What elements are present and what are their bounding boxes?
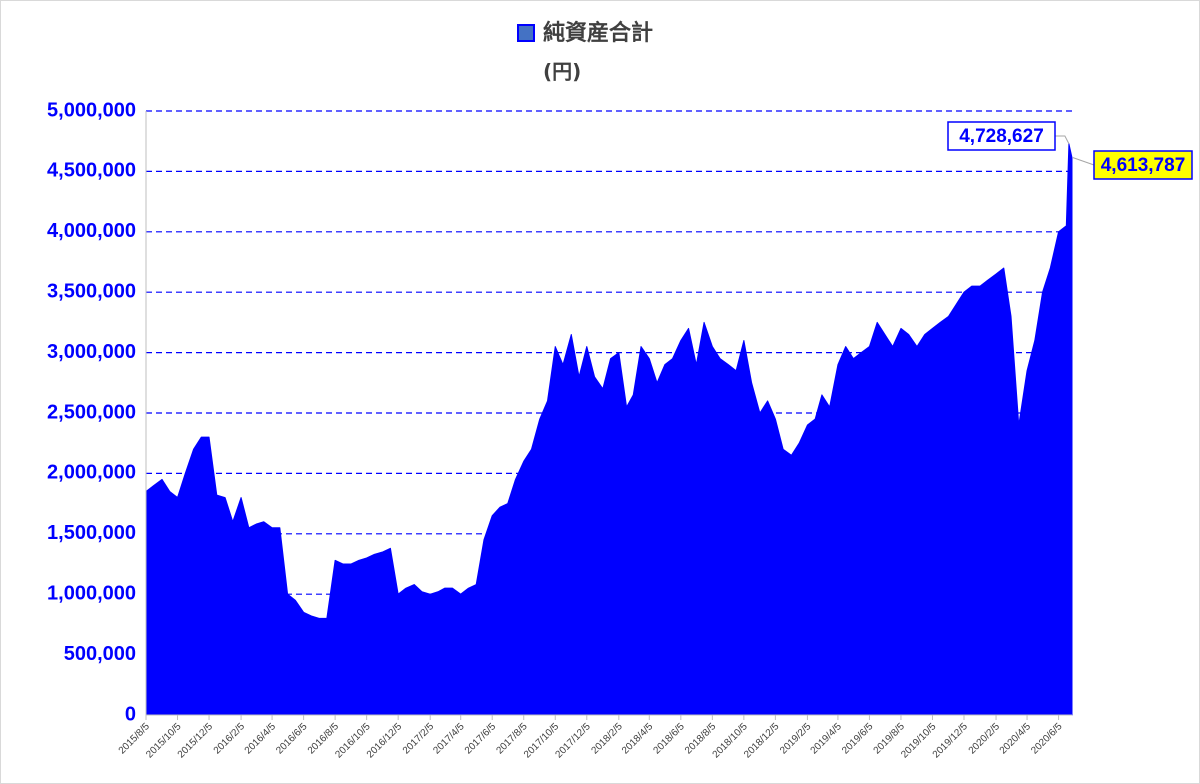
leader-line (1055, 135, 1070, 145)
data-label-box (947, 121, 1056, 151)
y-tick-label: 4,500,000 (47, 160, 136, 182)
y-tick-label: 2,000,000 (47, 462, 136, 484)
legend-label: 純資産合計 (543, 20, 653, 46)
data-label: 4,728,627 (959, 126, 1044, 147)
y-tick-label: 2,500,000 (47, 401, 136, 423)
y-tick-label: 3,500,000 (47, 280, 136, 302)
y-tick-label: 0 (125, 703, 136, 725)
legend-swatch (517, 24, 535, 42)
y-axis-label: (円) (543, 60, 581, 84)
data-label-group: 4,613,787 (1072, 150, 1193, 180)
y-tick-label: 1,500,000 (47, 522, 136, 544)
area (145, 143, 1073, 716)
leader-line (1072, 157, 1095, 166)
y-tick-label: 500,000 (64, 643, 136, 665)
data-label-box (1093, 150, 1193, 180)
data-label-group: 4,728,627 (947, 121, 1070, 151)
y-tick-label: 3,000,000 (47, 341, 136, 363)
y-tick-label: 5,000,000 (47, 99, 136, 121)
y-tick-label: 1,000,000 (47, 582, 136, 604)
y-tick-label: 4,000,000 (47, 220, 136, 242)
data-label: 4,613,787 (1101, 155, 1186, 176)
